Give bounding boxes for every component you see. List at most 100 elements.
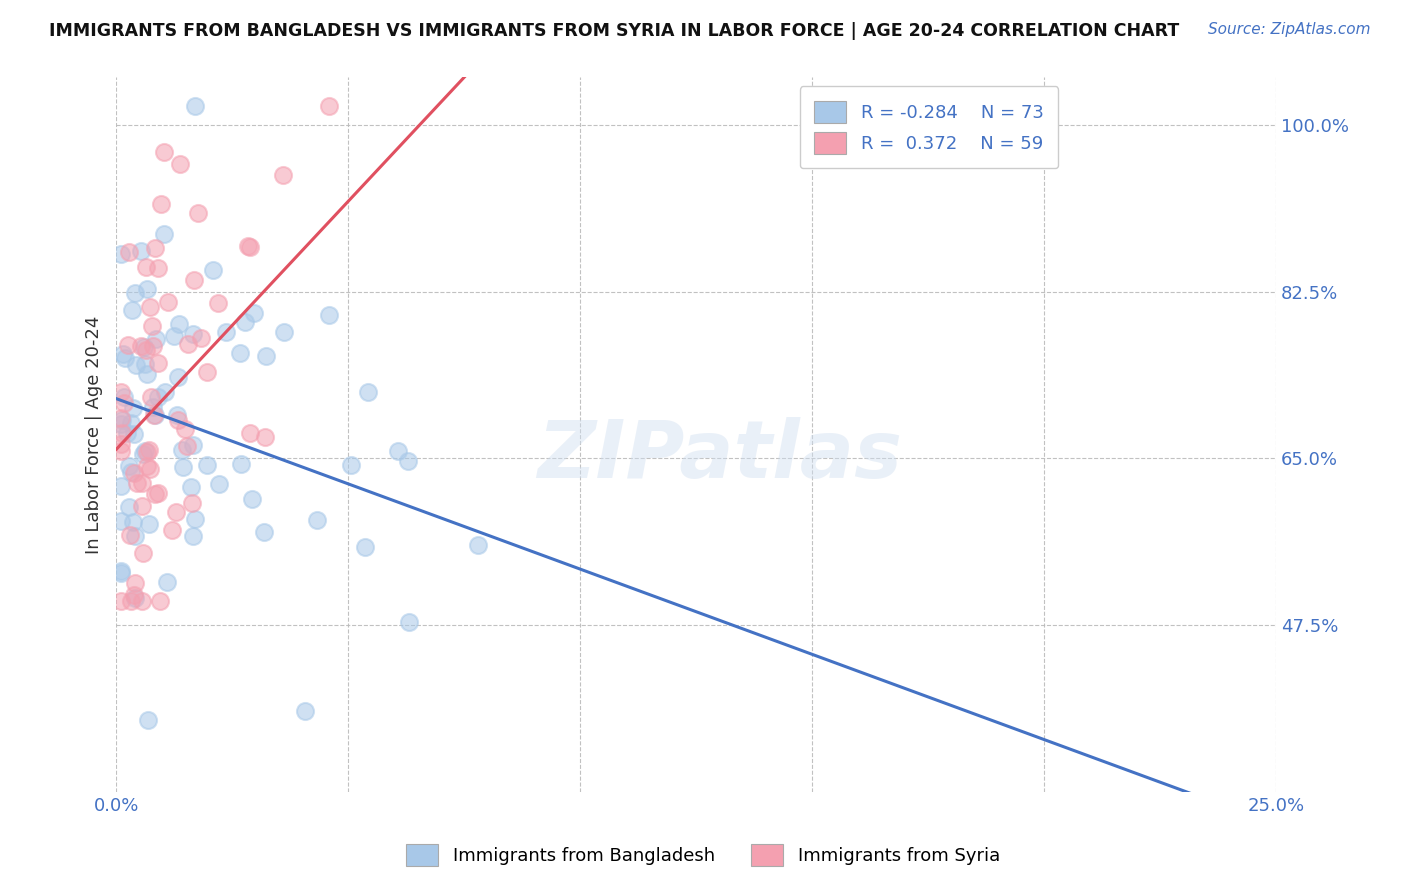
Point	[143, 487, 166, 501]
Point	[162, 329, 184, 343]
Point	[122, 466, 145, 480]
Point	[110, 565, 132, 579]
Point	[112, 391, 135, 405]
Point	[229, 346, 252, 360]
Point	[141, 318, 163, 333]
Point	[110, 411, 132, 425]
Point	[122, 401, 145, 416]
Point	[122, 515, 145, 529]
Point	[273, 325, 295, 339]
Point	[120, 465, 142, 479]
Point	[153, 384, 176, 399]
Point	[148, 593, 170, 607]
Point	[110, 479, 132, 493]
Point	[110, 514, 132, 528]
Point	[131, 499, 153, 513]
Point	[110, 417, 132, 432]
Point	[118, 528, 141, 542]
Point	[167, 317, 190, 331]
Point	[132, 546, 155, 560]
Point	[239, 240, 262, 254]
Text: IMMIGRANTS FROM BANGLADESH VS IMMIGRANTS FROM SYRIA IN LABOR FORCE | AGE 20-24 C: IMMIGRANTS FROM BANGLADESH VS IMMIGRANTS…	[49, 22, 1180, 40]
Point	[170, 443, 193, 458]
Point	[353, 540, 375, 554]
Point	[124, 591, 146, 606]
Point	[208, 477, 231, 491]
Point	[134, 357, 156, 371]
Point	[339, 458, 361, 472]
Point	[146, 485, 169, 500]
Point	[125, 358, 148, 372]
Point	[146, 260, 169, 275]
Y-axis label: In Labor Force | Age 20-24: In Labor Force | Age 20-24	[86, 316, 103, 554]
Point	[166, 369, 188, 384]
Point	[136, 458, 159, 473]
Point	[132, 448, 155, 462]
Point	[135, 282, 157, 296]
Point	[215, 325, 238, 339]
Point	[118, 500, 141, 514]
Point	[229, 457, 252, 471]
Point	[132, 340, 155, 354]
Point	[135, 368, 157, 382]
Point	[135, 343, 157, 358]
Point	[156, 294, 179, 309]
Point	[166, 408, 188, 422]
Point	[127, 475, 149, 490]
Point	[139, 390, 162, 404]
Point	[305, 513, 328, 527]
Point	[136, 714, 159, 728]
Point	[467, 538, 489, 552]
Point	[167, 413, 190, 427]
Text: Source: ZipAtlas.com: Source: ZipAtlas.com	[1208, 22, 1371, 37]
Point	[114, 351, 136, 366]
Point	[142, 339, 165, 353]
Point	[162, 523, 184, 537]
Point	[254, 349, 277, 363]
Point	[149, 196, 172, 211]
Point	[176, 439, 198, 453]
Point	[318, 308, 340, 322]
Point	[239, 426, 262, 441]
Point	[273, 168, 295, 182]
Point	[183, 273, 205, 287]
Point	[135, 260, 157, 274]
Point	[139, 300, 162, 314]
Point	[118, 458, 141, 473]
Point	[124, 529, 146, 543]
Point	[156, 574, 179, 589]
Point	[177, 337, 200, 351]
Point	[124, 588, 146, 602]
Point	[387, 443, 409, 458]
Point	[117, 338, 139, 352]
Point	[117, 426, 139, 441]
Point	[110, 384, 132, 399]
Point	[111, 347, 134, 361]
Point	[152, 227, 174, 242]
Point	[118, 244, 141, 259]
Point	[111, 426, 134, 441]
Point	[172, 459, 194, 474]
Point	[131, 244, 153, 259]
Point	[165, 506, 187, 520]
Point	[111, 412, 134, 426]
Point	[122, 426, 145, 441]
Point	[180, 480, 202, 494]
Point	[134, 444, 156, 458]
Point	[396, 454, 419, 468]
Point	[180, 496, 202, 510]
Point	[238, 239, 260, 253]
Point	[139, 462, 162, 476]
Point	[181, 438, 204, 452]
Point	[120, 594, 142, 608]
Point	[243, 305, 266, 319]
Point	[143, 409, 166, 423]
Point	[254, 430, 277, 444]
Point	[207, 295, 229, 310]
Point	[240, 491, 263, 506]
Point	[145, 332, 167, 346]
Point	[114, 396, 136, 410]
Point	[146, 355, 169, 369]
Point	[146, 390, 169, 404]
Point	[143, 409, 166, 423]
